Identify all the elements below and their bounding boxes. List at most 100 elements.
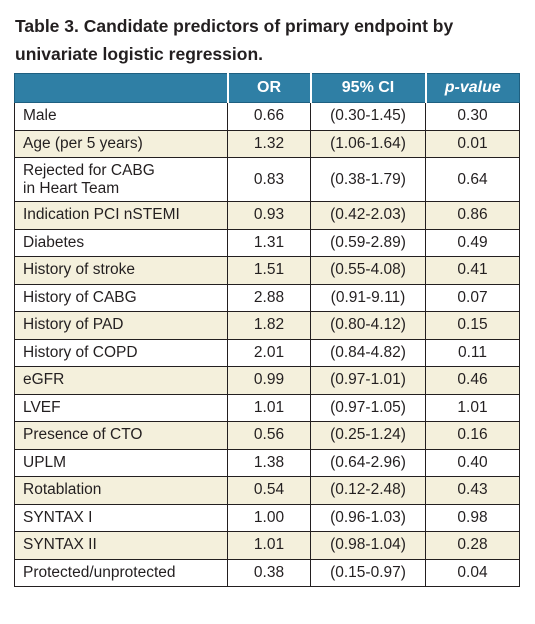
odds-ratio-cell: 1.51: [227, 256, 311, 285]
p-value-cell: 0.07: [425, 283, 520, 312]
predictor-label: Rejected for CABG: [23, 161, 155, 179]
predictor-cell: SYNTAX II: [14, 531, 228, 560]
odds-ratio-cell: 1.82: [227, 311, 311, 340]
odds-ratio-cell: 1.01: [227, 393, 311, 422]
odds-ratio-cell: 2.88: [227, 283, 311, 312]
table-row: Diabetes 1.31 (0.59-2.89) 0.49: [14, 228, 520, 257]
predictor-cell: History of CABG: [14, 283, 228, 312]
table-row: Male 0.66 (0.30-1.45) 0.30: [14, 102, 520, 131]
table-row: Age (per 5 years) 1.32 (1.06-1.64) 0.01: [14, 129, 520, 158]
p-value-cell: 0.98: [425, 503, 520, 532]
odds-ratio-cell: 1.38: [227, 448, 311, 477]
table-row: eGFR 0.99 (0.97-1.01) 0.46: [14, 366, 520, 395]
predictor-label: Age (per 5 years): [23, 134, 143, 152]
table-row: History of CABG 2.88 (0.91-9.11) 0.07: [14, 283, 520, 312]
predictor-cell: SYNTAX I: [14, 503, 228, 532]
confidence-interval-cell: (0.64-2.96): [310, 448, 426, 477]
confidence-interval-cell: (0.38-1.79): [310, 157, 426, 202]
odds-ratio-cell: 0.83: [227, 157, 311, 202]
predictor-cell: Rejected for CABG in Heart Team: [14, 157, 228, 202]
predictor-cell: Diabetes: [14, 228, 228, 257]
predictor-cell: Protected/unprotected: [14, 558, 228, 587]
table-row: History of PAD 1.82 (0.80-4.12) 0.15: [14, 311, 520, 340]
table-row: Presence of CTO 0.56 (0.25-1.24) 0.16: [14, 421, 520, 450]
p-value-cell: 0.46: [425, 366, 520, 395]
confidence-interval-cell: (0.80-4.12): [310, 311, 426, 340]
table-row: SYNTAX II 1.01 (0.98-1.04) 0.28: [14, 531, 520, 560]
confidence-interval-cell: (0.30-1.45): [310, 102, 426, 131]
header-predictor: [14, 73, 229, 103]
p-value-cell: 0.64: [425, 157, 520, 202]
predictor-label: Diabetes: [23, 233, 85, 251]
predictor-label: History of stroke: [23, 261, 135, 279]
predictor-cell: UPLM: [14, 448, 228, 477]
confidence-interval-cell: (0.25-1.24): [310, 421, 426, 450]
predictor-cell: Rotablation: [14, 476, 228, 505]
predictors-table: OR 95% CI p-value Male 0.66 (0.30-1.45) 0.3…: [14, 73, 520, 587]
confidence-interval-cell: (0.96-1.03): [310, 503, 426, 532]
predictor-label: History of PAD: [23, 316, 124, 334]
confidence-interval-cell: (0.42-2.03): [310, 201, 426, 230]
predictor-label: Rotablation: [23, 481, 102, 499]
odds-ratio-cell: 2.01: [227, 338, 311, 367]
p-value-cell: 0.15: [425, 311, 520, 340]
p-value-cell: 0.43: [425, 476, 520, 505]
odds-ratio-cell: 1.01: [227, 531, 311, 560]
predictor-label: Male: [23, 107, 57, 125]
predictor-cell: Indication PCI nSTEMI: [14, 201, 228, 230]
predictor-cell: History of COPD: [14, 338, 228, 367]
table-row: History of COPD 2.01 (0.84-4.82) 0.11: [14, 338, 520, 367]
odds-ratio-cell: 1.00: [227, 503, 311, 532]
p-value-cell: 0.28: [425, 531, 520, 560]
predictor-label: History of CABG: [23, 288, 137, 306]
p-value-cell: 0.30: [425, 102, 520, 131]
predictor-label: SYNTAX II: [23, 536, 97, 554]
predictor-label: Indication PCI nSTEMI: [23, 206, 180, 224]
predictor-cell: History of PAD: [14, 311, 228, 340]
predictor-cell: eGFR: [14, 366, 228, 395]
confidence-interval-cell: (0.55-4.08): [310, 256, 426, 285]
header-or: OR: [227, 73, 312, 103]
p-value-cell: 0.49: [425, 228, 520, 257]
table-body: Male 0.66 (0.30-1.45) 0.30 Age (per 5 years)…: [14, 102, 520, 587]
odds-ratio-cell: 0.54: [227, 476, 311, 505]
p-value-cell: 1.01: [425, 393, 520, 422]
confidence-interval-cell: (0.91-9.11): [310, 283, 426, 312]
predictor-label: LVEF: [23, 398, 61, 416]
header-p-value: p-value: [425, 73, 520, 103]
odds-ratio-cell: 0.56: [227, 421, 311, 450]
predictor-label: Presence of CTO: [23, 426, 143, 444]
table-row: Rejected for CABG in Heart Team 0.83 (0.38-…: [14, 157, 520, 202]
predictor-cell: History of stroke: [14, 256, 228, 285]
p-value-cell: 0.41: [425, 256, 520, 285]
predictor-cell: Male: [14, 102, 228, 131]
table-row: Protected/unprotected 0.38 (0.15-0.97) 0.04: [14, 558, 520, 587]
odds-ratio-cell: 1.32: [227, 129, 311, 158]
confidence-interval-cell: (0.12-2.48): [310, 476, 426, 505]
confidence-interval-cell: (0.98-1.04): [310, 531, 426, 560]
predictor-cell: LVEF: [14, 393, 228, 422]
p-value-cell: 0.04: [425, 558, 520, 587]
predictor-cell: Age (per 5 years): [14, 129, 228, 158]
odds-ratio-cell: 0.99: [227, 366, 311, 395]
odds-ratio-cell: 0.66: [227, 102, 311, 131]
p-value-cell: 0.86: [425, 201, 520, 230]
header-ci: 95% CI: [310, 73, 427, 103]
confidence-interval-cell: (0.97-1.05): [310, 393, 426, 422]
confidence-interval-cell: (0.59-2.89): [310, 228, 426, 257]
predictor-cell: Presence of CTO: [14, 421, 228, 450]
p-value-cell: 0.16: [425, 421, 520, 450]
predictor-label: UPLM: [23, 453, 67, 471]
odds-ratio-cell: 0.93: [227, 201, 311, 230]
predictor-label: Protected/unprotected: [23, 563, 176, 581]
p-value-cell: 0.11: [425, 338, 520, 367]
confidence-interval-cell: (1.06-1.64): [310, 129, 426, 158]
predictor-label-line2: in Heart Team: [23, 179, 120, 197]
confidence-interval-cell: (0.84-4.82): [310, 338, 426, 367]
predictor-label: SYNTAX I: [23, 508, 93, 526]
predictor-label: History of COPD: [23, 343, 138, 361]
table-caption: Table 3. Candidate predictors of primary…: [15, 16, 454, 64]
predictor-label: eGFR: [23, 371, 65, 389]
table-row: UPLM 1.38 (0.64-2.96) 0.40: [14, 448, 520, 477]
p-value-cell: 0.40: [425, 448, 520, 477]
